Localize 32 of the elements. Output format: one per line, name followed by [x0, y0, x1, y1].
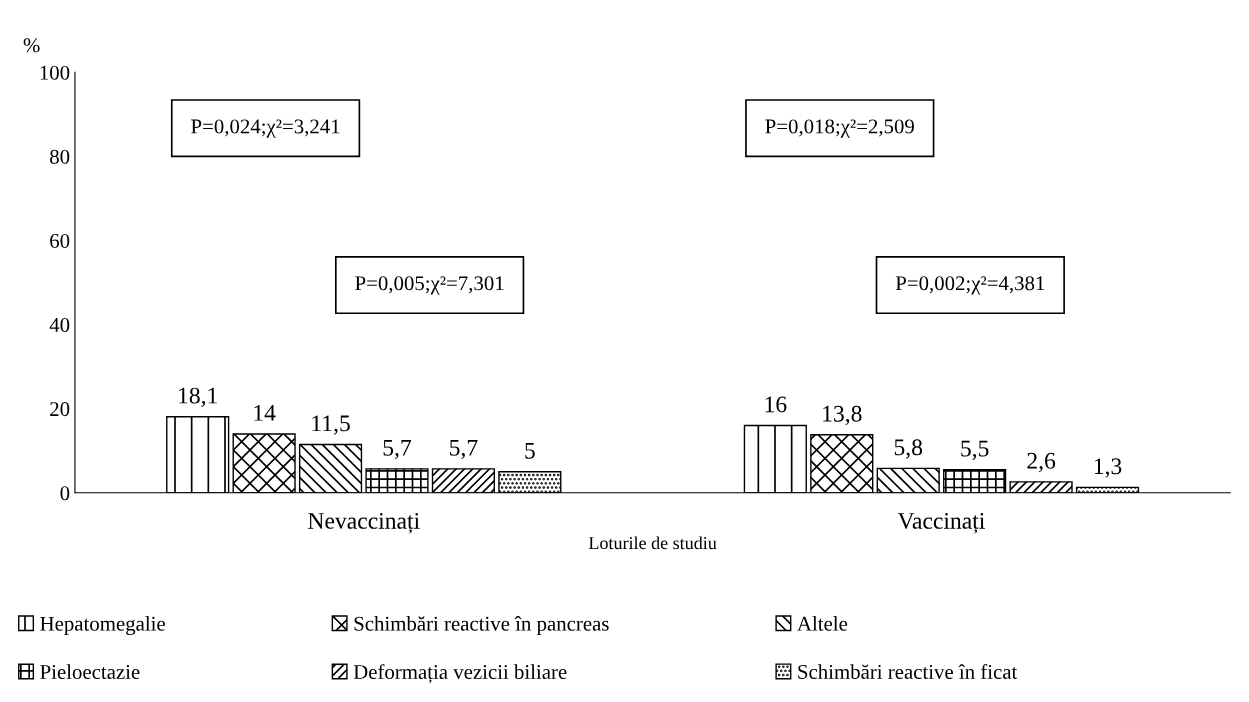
y-tick-label: 60 [50, 233, 70, 248]
data-label: 5,5 [961, 440, 989, 460]
annotation: P=0,018;χ²=2,509 [765, 119, 914, 138]
data-label: 5,7 [383, 440, 412, 460]
annotation: P=0,002;χ²=4,381 [895, 276, 1045, 295]
legend-label: Pieloectazie [40, 664, 140, 679]
y-tick-label: 0 [60, 486, 70, 501]
data-label: 5 [525, 442, 535, 459]
legend-label: Hepatomegalie [40, 616, 165, 636]
y-tick-label: 40 [49, 317, 70, 333]
data-label: 2,6 [1027, 452, 1056, 473]
x-tick-label: Nevaccinați [308, 513, 420, 534]
y-tick-label: 100 [40, 65, 70, 80]
data-label: 16 [765, 396, 787, 413]
x-tick-label: Vaccinați [897, 513, 985, 534]
y-axis-title: % [23, 38, 40, 53]
legend-label: Altele [797, 616, 848, 631]
data-label: 11,5 [312, 415, 350, 435]
x-axis-title: Loturile de studiu [588, 536, 717, 550]
data-label: 18,1 [179, 387, 217, 407]
legend-label: Schimbări reactive în pancreas [354, 616, 609, 635]
data-label: 1,3 [1094, 458, 1122, 478]
data-label: 5,8 [894, 439, 923, 459]
data-label: 14 [254, 404, 276, 421]
legend-label: Schimbări reactive în ficat [798, 664, 1018, 679]
annotation: P=0,024;χ²=3,241 [191, 119, 340, 138]
y-tick-label: 20 [50, 402, 70, 417]
data-label: 13,8 [823, 405, 862, 426]
legend-label: Deformația vezicii biliare [353, 664, 567, 684]
data-label: 5,7 [450, 440, 478, 460]
y-tick-label: 80 [50, 149, 70, 164]
annotation: P=0,005;χ²=7,301 [355, 276, 504, 295]
